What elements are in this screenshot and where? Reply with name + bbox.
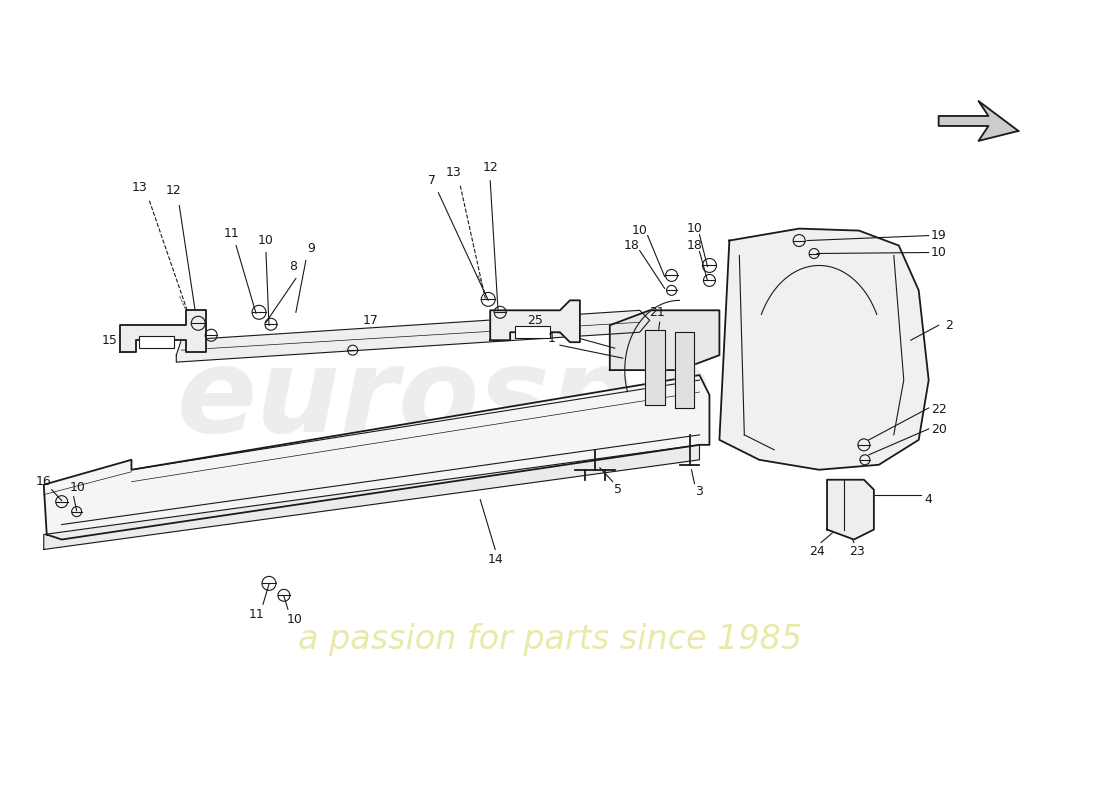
Text: 19: 19 — [931, 229, 946, 242]
Text: 10: 10 — [258, 234, 274, 247]
Bar — [515, 326, 550, 338]
Text: 9: 9 — [307, 242, 315, 255]
Text: 1: 1 — [548, 332, 556, 345]
Text: 18: 18 — [686, 239, 703, 252]
Text: 8: 8 — [289, 260, 297, 273]
Polygon shape — [176, 310, 650, 362]
Text: 14: 14 — [487, 553, 503, 566]
Text: 4: 4 — [925, 493, 933, 506]
Polygon shape — [44, 445, 700, 550]
Text: 17: 17 — [363, 314, 378, 326]
Text: 23: 23 — [849, 545, 865, 558]
Text: 20: 20 — [931, 423, 947, 436]
Text: 25: 25 — [527, 314, 543, 326]
Text: 21: 21 — [649, 306, 664, 319]
Text: 10: 10 — [931, 246, 947, 259]
Polygon shape — [491, 300, 580, 342]
Text: 15: 15 — [101, 334, 118, 346]
Text: 10: 10 — [69, 481, 86, 494]
Text: 10: 10 — [631, 224, 648, 237]
Text: 5: 5 — [614, 483, 622, 496]
Text: 12: 12 — [482, 162, 498, 174]
Polygon shape — [44, 375, 710, 539]
Polygon shape — [674, 332, 694, 408]
Text: a passion for parts since 1985: a passion for parts since 1985 — [298, 622, 802, 656]
Text: 22: 22 — [931, 403, 946, 417]
Polygon shape — [938, 101, 1019, 141]
Polygon shape — [827, 480, 873, 539]
Text: 10: 10 — [287, 613, 303, 626]
Text: 24: 24 — [810, 545, 825, 558]
Text: 11: 11 — [249, 608, 265, 621]
Text: 2: 2 — [945, 318, 953, 332]
Bar — [140, 336, 174, 348]
Polygon shape — [609, 310, 719, 370]
Text: 11: 11 — [223, 227, 239, 240]
Text: eurospares: eurospares — [177, 342, 923, 458]
Text: 3: 3 — [695, 485, 703, 498]
Polygon shape — [719, 229, 928, 470]
Polygon shape — [645, 330, 664, 405]
Text: 18: 18 — [624, 239, 640, 252]
Text: 7: 7 — [428, 174, 437, 187]
Text: 13: 13 — [446, 166, 461, 179]
Text: 12: 12 — [165, 184, 182, 198]
Text: 13: 13 — [132, 182, 147, 194]
Polygon shape — [120, 310, 206, 352]
Text: 10: 10 — [686, 222, 703, 235]
Text: 16: 16 — [36, 475, 52, 488]
